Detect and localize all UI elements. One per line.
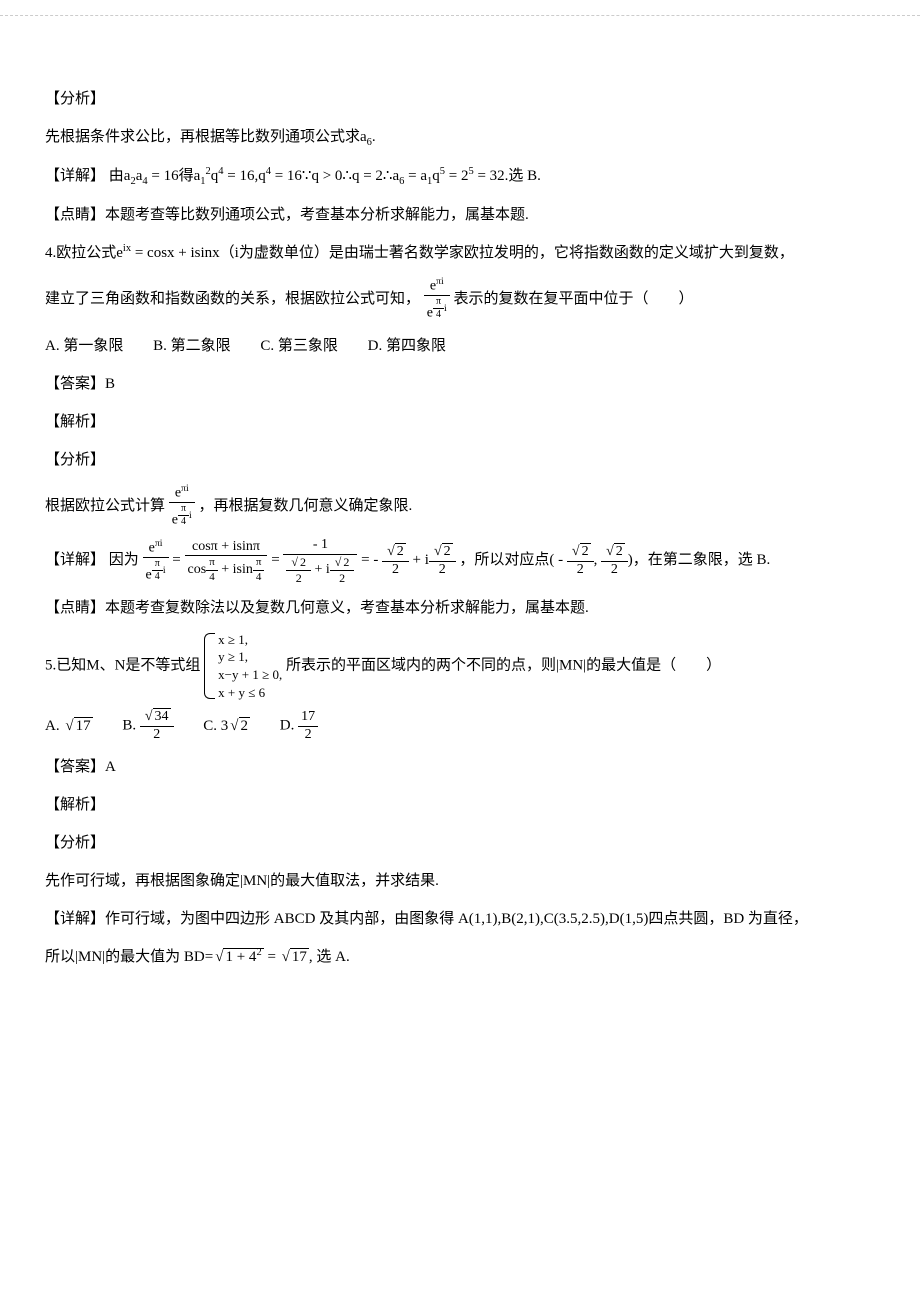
comment-heading: 【点睛】 — [45, 600, 105, 616]
q4-comment-text: 本题考查复数除法以及复数几何意义，考查基本分析求解能力，属基本题. — [105, 600, 589, 616]
t: = 32.选 B. — [474, 168, 541, 184]
t: 欧拉公式e — [56, 245, 123, 261]
frac3: - 1 22 + i22 — [283, 537, 357, 585]
t: ，再根据复数几何意义确定象限. — [199, 497, 413, 513]
detail-heading: 【详解】 — [45, 168, 105, 184]
q5-analysis-heading: 【分析】 — [45, 828, 875, 858]
t: = 16∵q > 0∴q = 2∴a — [271, 168, 399, 184]
q4-option-b: B. 第二象限 — [153, 331, 231, 361]
q5-answer: 【答案】A — [45, 752, 875, 782]
frac2: cosπ + isinπ cosπ4 + isinπ4 — [185, 539, 268, 584]
t: 作可行域，为图中四边形 ABCD 及其内部，由图象得 A(1,1),B(2,1)… — [105, 911, 808, 927]
q4-option-d: D. 第四象限 — [368, 331, 446, 361]
t: 所以|MN|的最大值为 BD= — [45, 949, 213, 965]
q4-options: A. 第一象限 B. 第二象限 C. 第三象限 D. 第四象限 — [45, 331, 875, 361]
q4-analysis: 根据欧拉公式计算 eπi eπ4i ，再根据复数几何意义确定象限. — [45, 483, 875, 530]
t: 因为 — [109, 553, 139, 569]
q5-explain-heading: 【解析】 — [45, 790, 875, 820]
t: = 16,q — [223, 168, 265, 184]
q3-analysis-end: . — [372, 129, 376, 145]
q5-analysis: 先作可行域，再根据图象确定|MN|的最大值取法，并求结果. — [45, 866, 875, 896]
answer-heading: 【答案】 — [45, 376, 105, 392]
q5-option-c: C. 32 — [203, 711, 250, 741]
q3-analysis: 先根据条件求公比，再根据等比数列通项公式求a6. — [45, 122, 875, 153]
q4-answer: 【答案】B — [45, 369, 875, 399]
frac1: eπi eπ4i — [143, 538, 169, 585]
q5-detail-2: 所以|MN|的最大值为 BD=1 + 42 = 17, 选 A. — [45, 942, 875, 972]
t: q — [432, 168, 440, 184]
q4-explain-heading: 【解析】 — [45, 407, 875, 437]
q4-fraction: eπi eπ4i — [424, 276, 450, 323]
t: = cosx + isinx（i为虚数单位）是由瑞士著名数学家欧拉发明的，它将指… — [131, 245, 794, 261]
q3-comment: 【点睛】本题考查等比数列通项公式，考查基本分析求解能力，属基本题. — [45, 200, 875, 230]
q3-analysis-text: 先根据条件求公比，再根据等比数列通项公式求a — [45, 129, 367, 145]
q5-system: x ≥ 1, y ≥ 1, x−y + 1 ≥ 0, x + y ≤ 6 — [204, 631, 282, 701]
q5-options: A. 17 B. 342 C. 32 D. 172 — [45, 709, 875, 744]
q4-num: 4. — [45, 245, 56, 261]
q5-stem: 5.已知M、N是不等式组 x ≥ 1, y ≥ 1, x−y + 1 ≥ 0, … — [45, 631, 875, 701]
q5-detail-1: 【详解】作可行域，为图中四边形 ABCD 及其内部，由图象得 A(1,1),B(… — [45, 904, 875, 934]
t: 已知M、N是不等式组 — [56, 657, 200, 673]
q4-detail: 【详解】 因为 eπi eπ4i = cosπ + isinπ cosπ4 + … — [45, 537, 875, 585]
t: )，在第二象限，选 B. — [628, 553, 771, 569]
q4-analysis-heading: 【分析】 — [45, 445, 875, 475]
q4-option-c: C. 第三象限 — [260, 331, 338, 361]
q3-comment-text: 本题考查等比数列通项公式，考查基本分析求解能力，属基本题. — [105, 207, 529, 223]
q4-answer-value: B — [105, 376, 115, 392]
q5-option-a: A. 17 — [45, 711, 93, 741]
t: 建立了三角函数和指数函数的关系，根据欧拉公式可知， — [45, 291, 420, 307]
q4-option-a: A. 第一象限 — [45, 331, 123, 361]
q5-option-b: B. 342 — [122, 709, 173, 744]
t: = 16得a — [148, 168, 201, 184]
q4-analysis-frac: eπi eπ4i — [169, 483, 195, 530]
q5-num: 5. — [45, 657, 56, 673]
q3-analysis-heading: 【分析】 — [45, 84, 875, 114]
t: = 2 — [445, 168, 468, 184]
t: 根据欧拉公式计算 — [45, 497, 165, 513]
q5-answer-value: A — [105, 759, 116, 775]
q4-stem-1: 4.欧拉公式eix = cosx + isinx（i为虚数单位）是由瑞士著名数学… — [45, 238, 875, 268]
t: , 选 A. — [309, 949, 350, 965]
q4-stem-2: 建立了三角函数和指数函数的关系，根据欧拉公式可知， eπi eπ4i 表示的复数… — [45, 276, 875, 323]
answer-heading: 【答案】 — [45, 759, 105, 775]
detail-heading: 【详解】 — [45, 911, 105, 927]
q3-detail: 【详解】 由a2a4 = 16得a12q4 = 16,q4 = 16∵q > 0… — [45, 161, 875, 192]
t: 由a — [109, 168, 131, 184]
t: 表示的复数在复平面中位于（ ） — [454, 291, 694, 307]
t: = a — [404, 168, 427, 184]
q5-option-d: D. 172 — [280, 709, 318, 744]
q4-comment: 【点睛】本题考查复数除法以及复数几何意义，考查基本分析求解能力，属基本题. — [45, 593, 875, 623]
t: 所表示的平面区域内的两个不同的点，则|MN|的最大值是（ ） — [286, 657, 721, 673]
detail-heading: 【详解】 — [45, 553, 105, 569]
t: ，所以对应点( - — [459, 553, 567, 569]
comment-heading: 【点睛】 — [45, 207, 105, 223]
